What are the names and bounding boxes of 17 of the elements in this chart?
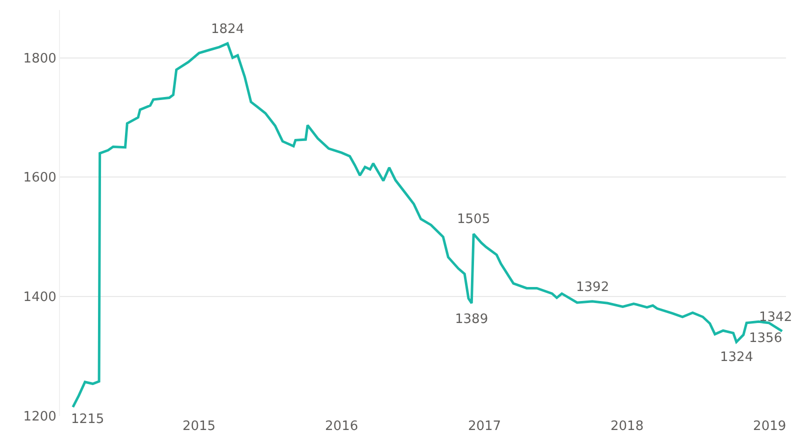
x-tick-label: 2017 [468, 419, 502, 434]
data-label: 1505 [457, 212, 490, 227]
data-label: 1356 [749, 331, 782, 346]
x-tick-label: 2016 [325, 419, 358, 434]
data-label: 1392 [576, 280, 610, 295]
y-tick-label: 1600 [23, 170, 56, 186]
x-tick-label: 2019 [753, 419, 786, 434]
data-label: 1824 [211, 22, 244, 37]
data-label: 1389 [455, 312, 488, 327]
y-tick-label: 1800 [23, 51, 56, 66]
x-tick-label: 2015 [182, 419, 216, 434]
data-label: 1342 [759, 310, 792, 325]
y-tick-label: 1400 [23, 290, 56, 306]
y-tick-label: 1200 [23, 410, 56, 425]
data-label: 1215 [71, 412, 104, 427]
x-tick-label: 2018 [610, 419, 644, 434]
data-label: 1324 [720, 350, 754, 365]
